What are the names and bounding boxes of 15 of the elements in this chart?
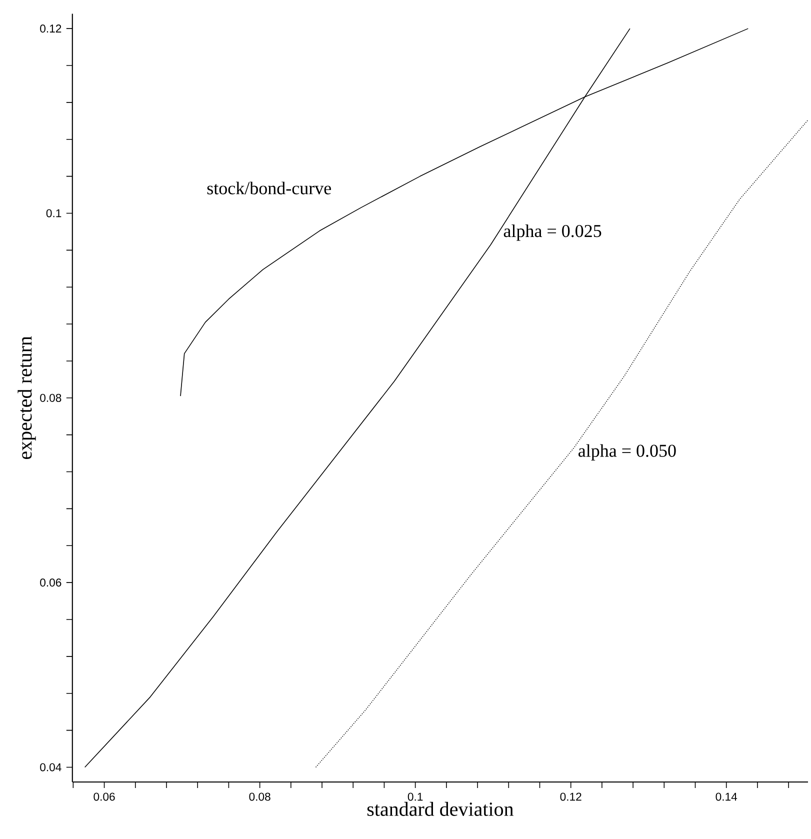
annotation: alpha = 0.025 [504,224,602,241]
x-axis-title: standard deviation [367,802,514,816]
annotation: alpha = 0.050 [578,444,676,461]
y-axis-title: expected return [18,336,36,460]
y-tick-label: 0.12 [40,24,62,33]
x-tick-label: 0.06 [94,792,115,801]
y-tick-label: 0.1 [46,209,62,218]
annotation: stock/bond-curve [207,182,331,194]
x-tick-label: 0.08 [249,792,270,801]
y-tick-label: 0.06 [40,578,62,587]
x-tick-label: 0.1 [408,792,423,801]
x-tick-label: 0.12 [560,792,582,801]
x-tick-label: 0.14 [716,792,738,801]
y-tick-label: 0.08 [40,394,62,402]
y-tick-label: 0.04 [40,763,62,772]
